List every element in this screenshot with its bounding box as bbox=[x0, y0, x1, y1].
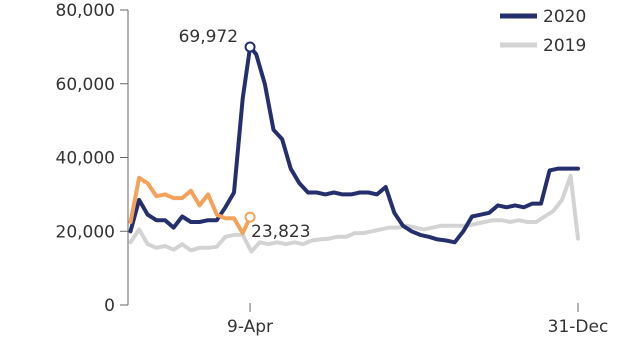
legend-label: 2020 bbox=[543, 7, 586, 27]
x-tick-label: 9-Apr bbox=[227, 317, 273, 337]
series-line-2020 bbox=[128, 45, 580, 245]
y-axis: 0 20,000 40,000 60,000 80,000 bbox=[56, 1, 129, 316]
x-axis: 9-Apr 31-Dec bbox=[227, 303, 608, 337]
annotation-marker bbox=[244, 211, 256, 223]
annotation-layer: 69,972 23,823 bbox=[179, 27, 311, 242]
y-tick-label: 20,000 bbox=[56, 222, 115, 242]
legend: 2020 2019 bbox=[500, 7, 586, 56]
x-tick-label: 31-Dec bbox=[548, 317, 609, 337]
series-layer bbox=[128, 45, 580, 254]
y-tick-label: 40,000 bbox=[56, 149, 115, 169]
series-line-2019 bbox=[128, 173, 580, 254]
annotation-label: 23,823 bbox=[251, 222, 310, 242]
y-tick-label: 60,000 bbox=[56, 75, 115, 95]
annotation-label: 69,972 bbox=[179, 27, 238, 47]
annotation-marker bbox=[244, 41, 256, 53]
y-tick-label: 80,000 bbox=[56, 1, 115, 21]
series-line-highlight bbox=[128, 175, 253, 236]
y-tick-label: 0 bbox=[104, 296, 115, 316]
legend-label: 2019 bbox=[543, 36, 586, 56]
